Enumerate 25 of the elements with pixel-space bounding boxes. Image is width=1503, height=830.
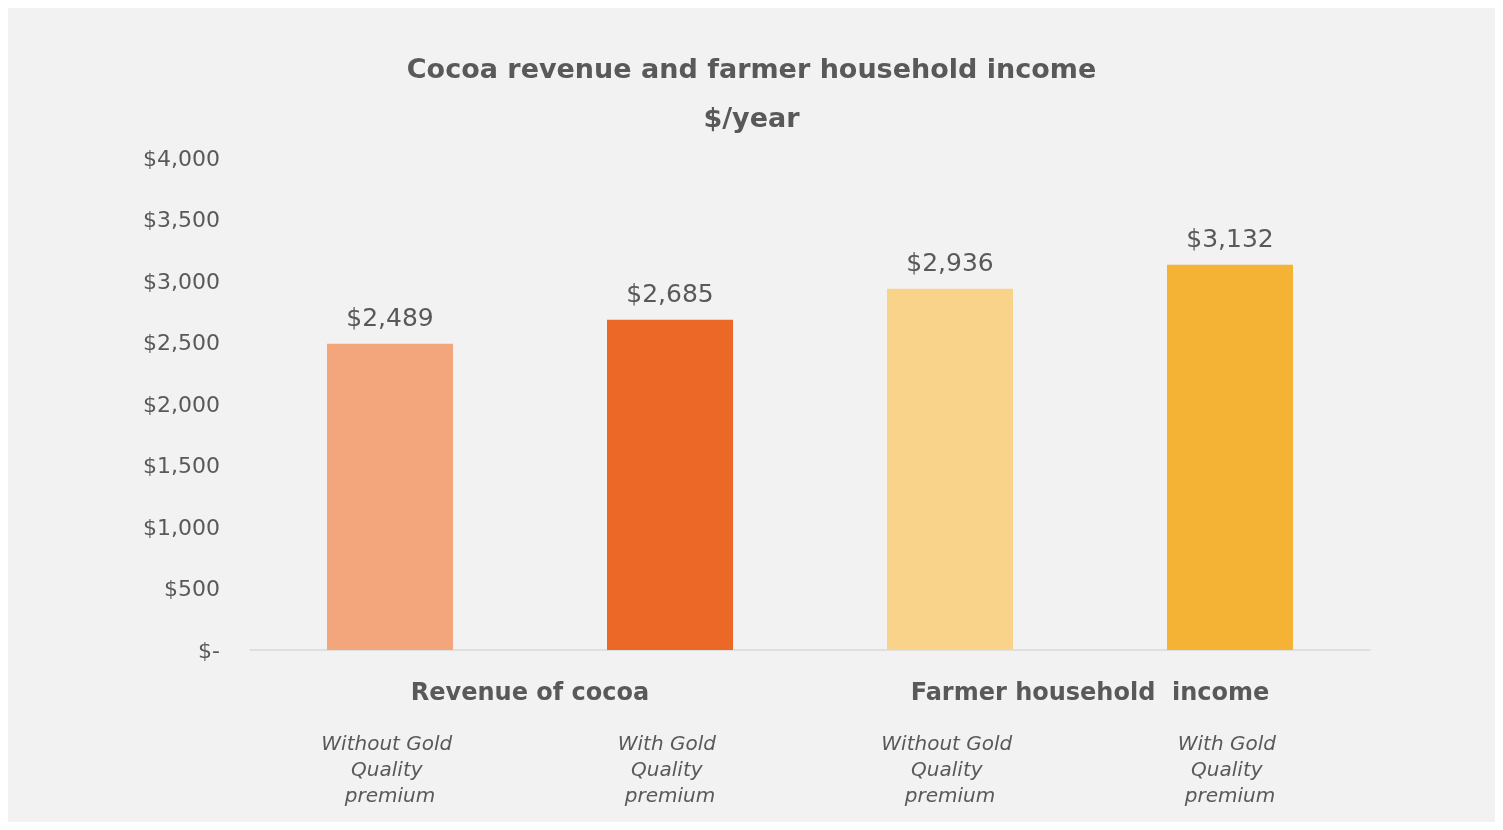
y-tick-label: $- bbox=[198, 637, 220, 663]
y-tick-label: $4,000 bbox=[143, 145, 220, 171]
y-tick-label: $3,500 bbox=[143, 207, 220, 232]
text: Farmer household income bbox=[910, 678, 1270, 706]
bar bbox=[1167, 264, 1293, 650]
y-tick-label: $1,500 bbox=[143, 453, 220, 478]
y-tick-label: $2,000 bbox=[143, 391, 220, 417]
bar bbox=[607, 319, 733, 650]
data-label: $2,489 bbox=[346, 302, 434, 332]
x-tick-label: With Gold Quality premium bbox=[1177, 731, 1283, 807]
bar bbox=[327, 343, 453, 650]
y-tick-label: $500 bbox=[164, 576, 220, 601]
chart-title: Cocoa revenue and farmer household income bbox=[406, 53, 1097, 84]
x-tick-label: Without Gold Quality premium bbox=[321, 731, 459, 807]
y-tick-label: $2,500 bbox=[143, 330, 220, 355]
data-label: $3,132 bbox=[1186, 223, 1274, 253]
text: Revenue of cocoa bbox=[410, 678, 650, 706]
data-label: $2,936 bbox=[906, 247, 994, 277]
bar bbox=[887, 288, 1013, 650]
data-label: $2,685 bbox=[626, 278, 714, 308]
chart-subtitle: $/year bbox=[703, 102, 801, 133]
y-tick-label: $1,000 bbox=[143, 514, 220, 540]
y-tick-label: $3,000 bbox=[143, 268, 220, 294]
x-tick-label: With Gold Quality premium bbox=[617, 731, 723, 807]
x-tick-label: Without Gold Quality premium bbox=[881, 731, 1019, 807]
